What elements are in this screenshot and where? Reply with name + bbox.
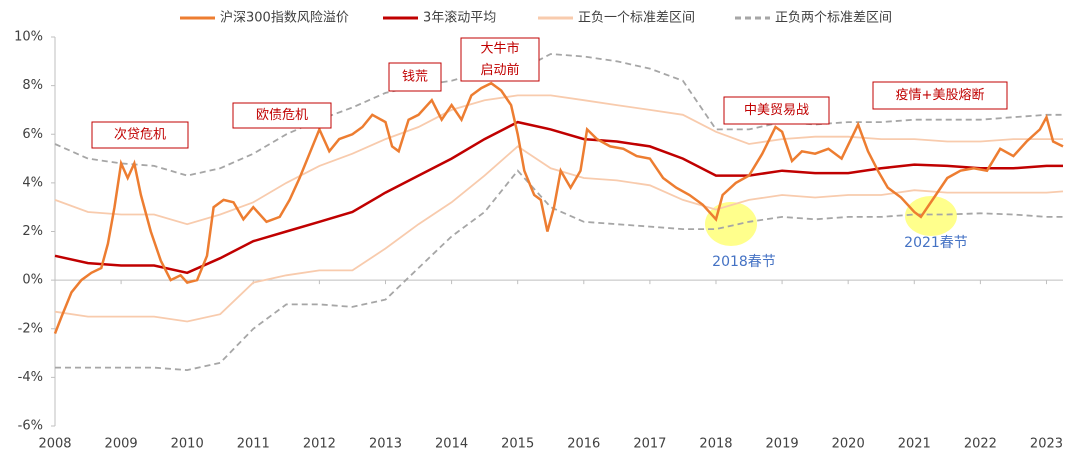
series-line: [53, 81, 1064, 335]
legend-label: 正负一个标准差区间: [578, 11, 695, 26]
y-tick-label: 8%: [22, 78, 43, 93]
x-tick-label: 2011: [237, 437, 270, 452]
series-line-lower: [55, 169, 1063, 372]
annotation-box: [872, 81, 1008, 110]
annotation: 欧债危机: [256, 108, 308, 123]
y-tick-label: -6%: [18, 419, 43, 434]
y-tick-label: 10%: [14, 30, 43, 45]
series-line-lower: [54, 145, 1064, 323]
note: 2021春节: [904, 235, 968, 251]
y-tick-label: 2%: [22, 224, 43, 239]
annotation: 启动前: [480, 62, 519, 78]
series-line: [54, 120, 1063, 275]
annotation-box: [388, 62, 442, 92]
annotation: 疫情+美股熔断: [896, 87, 985, 103]
annotation-box: [91, 121, 189, 149]
x-tick-label: 2016: [567, 437, 600, 452]
series-line: [54, 53, 1063, 177]
x-tick-label: 2014: [435, 437, 468, 452]
x-tick-label: 2022: [964, 437, 997, 452]
y-tick-label: 0%: [22, 273, 43, 288]
x-tick-label: 2017: [633, 437, 666, 452]
legend-label: 正负两个标准差区间: [775, 11, 892, 26]
annotation-box: [460, 37, 540, 82]
note: 2018春节: [712, 254, 776, 270]
annotation: 大牛市: [480, 40, 519, 56]
x-tick-label: 2019: [766, 437, 799, 452]
x-tick-label: 2015: [501, 437, 534, 452]
x-tick-label: 2009: [105, 437, 138, 452]
annotation-box: [232, 102, 332, 129]
legend-label: 沪深300指数风险溢价: [220, 10, 349, 26]
y-tick-label: -2%: [18, 321, 43, 336]
x-tick-label: 2020: [832, 437, 865, 452]
y-tick-label: 4%: [22, 175, 43, 190]
annotation: 中美贸易战: [744, 103, 809, 118]
y-tick-label: -4%: [18, 370, 43, 385]
annotation: 钱荒: [402, 70, 428, 85]
x-tick-label: 2010: [171, 437, 204, 452]
x-tick-label: 2013: [369, 437, 402, 452]
series-line: [54, 94, 1063, 226]
highlight: [905, 196, 957, 236]
x-tick-label: 2021: [898, 437, 931, 452]
x-tick-label: 2008: [38, 437, 71, 452]
x-tick-label: 2023: [1030, 437, 1063, 452]
annotation: 次贷危机: [114, 127, 166, 143]
y-tick-label: 6%: [22, 127, 43, 142]
x-tick-label: 2012: [303, 437, 336, 452]
legend-label: 3年滚动平均: [423, 10, 496, 26]
x-tick-label: 2018: [699, 437, 732, 452]
annotation-box: [723, 96, 830, 125]
